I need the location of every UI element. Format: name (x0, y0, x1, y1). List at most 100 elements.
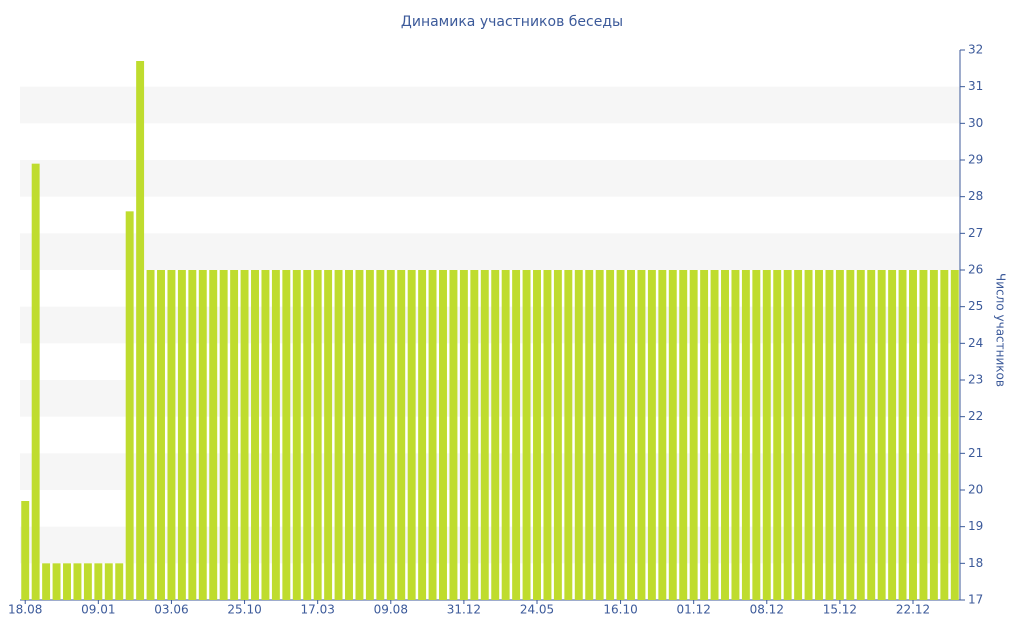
bar (668, 270, 677, 600)
bar (804, 270, 813, 600)
bar (230, 270, 239, 600)
y-tick-label: 20 (968, 483, 983, 497)
bar (522, 270, 531, 600)
y-tick-label: 29 (968, 153, 983, 167)
bar (104, 563, 113, 600)
bar (815, 270, 823, 600)
bar (470, 270, 479, 600)
bar (846, 270, 855, 600)
bar (167, 270, 176, 600)
grid-band (20, 160, 960, 197)
x-tick-label: 09.01 (81, 603, 115, 617)
bar (929, 270, 938, 600)
bar (261, 270, 270, 600)
bar (271, 270, 280, 600)
bar (386, 270, 395, 600)
bar (773, 270, 782, 600)
bar (606, 270, 615, 600)
bar (428, 270, 437, 600)
y-tick-label: 19 (968, 519, 983, 533)
bar (783, 270, 792, 600)
bar (877, 270, 886, 600)
bar (219, 270, 228, 600)
bar (418, 270, 427, 600)
y-tick-label: 21 (968, 446, 983, 460)
bar (533, 270, 541, 600)
bar (919, 270, 928, 600)
bar (794, 270, 803, 600)
x-tick-label: 08.12 (750, 603, 784, 617)
grid-band (20, 86, 960, 124)
x-tick-label: 22.12 (896, 603, 930, 617)
bar (115, 563, 124, 600)
bar (867, 270, 876, 600)
bar (543, 270, 552, 600)
bar (721, 270, 729, 600)
bar (63, 563, 71, 600)
x-tick-label: 25.10 (227, 603, 261, 617)
grid-band (20, 380, 960, 417)
y-tick-label: 23 (968, 373, 983, 387)
bar (762, 270, 771, 600)
bar (303, 270, 312, 600)
bar (31, 163, 40, 600)
bar (42, 563, 51, 600)
bar (376, 270, 385, 600)
bar (574, 270, 583, 600)
bar (292, 270, 301, 600)
bar (752, 270, 761, 600)
x-tick-label: 01.12 (676, 603, 710, 617)
y-tick-label: 26 (968, 263, 983, 277)
bar (52, 563, 61, 600)
y-tick-label: 17 (968, 593, 983, 607)
bar (157, 270, 165, 600)
grid-band (20, 526, 960, 564)
bar (856, 270, 865, 600)
x-tick-label: 09.08 (374, 603, 408, 617)
bar (480, 270, 489, 600)
y-axis-label: Число участников (994, 273, 1008, 387)
x-tick-label: 18.08 (8, 603, 42, 617)
bar (616, 270, 625, 600)
bar (710, 270, 719, 600)
bar (459, 270, 468, 600)
bar (950, 270, 959, 600)
y-tick-label: 18 (968, 556, 983, 570)
bar (407, 270, 416, 600)
x-tick-label: 17.03 (300, 603, 334, 617)
y-tick-label: 32 (968, 43, 983, 57)
bar (21, 501, 30, 600)
y-tick-label: 25 (968, 299, 983, 313)
bar (553, 270, 562, 600)
bar (658, 270, 667, 600)
bar (240, 270, 249, 600)
chart-title: Динамика участников беседы (401, 14, 623, 30)
bar (909, 270, 917, 600)
bar (324, 270, 333, 600)
x-tick-label: 16.10 (603, 603, 637, 617)
bar (731, 270, 740, 600)
y-tick-label: 31 (968, 79, 983, 93)
y-tick-label: 24 (968, 336, 983, 350)
bar (125, 211, 134, 601)
bar (439, 270, 447, 600)
bar (888, 270, 897, 600)
bar (564, 270, 573, 600)
y-tick-label: 30 (968, 116, 983, 130)
bar (251, 270, 259, 600)
bar (313, 270, 322, 600)
x-tick-label: 15.12 (823, 603, 857, 617)
bar (94, 563, 103, 600)
bar (501, 270, 510, 600)
y-tick-label: 22 (968, 409, 983, 423)
bar (83, 563, 92, 600)
bar (512, 270, 521, 600)
bar (282, 270, 291, 600)
bar (188, 270, 197, 600)
bar (898, 270, 907, 600)
x-tick-label: 24.05 (520, 603, 554, 617)
bar (940, 270, 949, 600)
bar (595, 270, 604, 600)
bar (637, 270, 646, 600)
